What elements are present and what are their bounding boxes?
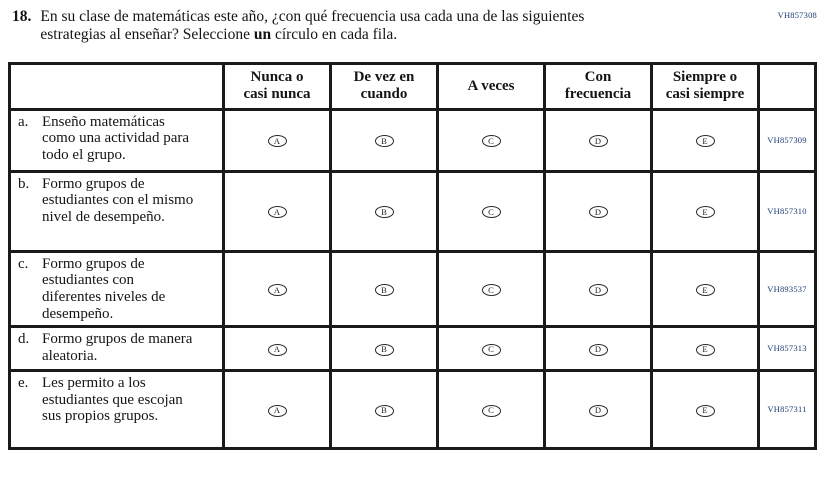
option-cell: B xyxy=(329,107,439,173)
column-header-de-vez-en-cuando: De vez en cuando xyxy=(329,61,439,111)
option-bubble-d[interactable]: D xyxy=(588,404,608,417)
option-cell: B xyxy=(329,249,439,328)
option-cell: D xyxy=(543,169,653,253)
stem-header-cell xyxy=(8,61,225,111)
row-letter: a. xyxy=(18,113,29,130)
option-bubble-d[interactable]: D xyxy=(588,283,608,296)
option-bubble-a[interactable]: A xyxy=(267,343,287,356)
option-cell: E xyxy=(650,169,760,253)
option-bubble-b[interactable]: B xyxy=(374,404,394,417)
option-bubble-b[interactable]: B xyxy=(374,283,394,296)
header-row: Nunca o casi nunca De vez en cuando A ve… xyxy=(8,61,817,111)
option-cell: E xyxy=(650,107,760,173)
row-statement: Formo grupos de manera aleatoria. xyxy=(42,330,193,364)
option-cell: D xyxy=(543,324,653,372)
table-row: d. Formo grupos de manera aleatoria. A B C… xyxy=(8,324,817,372)
table-row: e. Les permito a los estudiantes que esc… xyxy=(8,368,817,450)
row-code: VH857310 xyxy=(757,169,817,253)
table-header: Nunca o casi nunca De vez en cuando A ve… xyxy=(8,61,817,111)
page-accession-code: VH857308 xyxy=(777,10,817,20)
option-cell: A xyxy=(222,324,332,372)
option-cell: E xyxy=(650,324,760,372)
row-statement: Formo grupos de estudiantes con diferent… xyxy=(42,255,166,322)
statement-inner: a. Enseño matemáticas como una actividad… xyxy=(11,111,222,166)
question-bold-word: un xyxy=(253,26,272,44)
option-bubble-b[interactable]: B xyxy=(374,343,394,356)
option-bubble-c[interactable]: C xyxy=(481,283,501,296)
option-bubble-e[interactable]: E xyxy=(695,135,715,148)
question-text-part1: En su clase de matemáticas este año, ¿co… xyxy=(40,8,585,44)
option-bubble-e[interactable]: E xyxy=(695,404,715,417)
option-cell: D xyxy=(543,107,653,173)
question-number: 18. xyxy=(12,8,32,25)
statement-cell: d. Formo grupos de manera aleatoria. xyxy=(8,324,225,372)
option-cell: B xyxy=(329,368,439,450)
option-cell: C xyxy=(436,107,546,173)
question-block: 18. En su clase de matemáticas este año,… xyxy=(12,8,822,45)
option-bubble-e[interactable]: E xyxy=(695,283,715,296)
option-cell: C xyxy=(436,368,546,450)
questionnaire-page: { "page_code": "VH857308", "question": {… xyxy=(0,8,822,481)
row-statement: Les permito a los estudiantes que escoja… xyxy=(42,374,183,425)
option-bubble-a[interactable]: A xyxy=(267,404,287,417)
table-row: a. Enseño matemáticas como una actividad… xyxy=(8,107,817,173)
row-letter: c. xyxy=(18,255,29,272)
statement-cell: a. Enseño matemáticas como una actividad… xyxy=(8,107,225,173)
question-text: En su clase de matemáticas este año, ¿co… xyxy=(40,8,652,45)
row-statement: Enseño matemáticas como una actividad pa… xyxy=(42,113,190,164)
option-bubble-e[interactable]: E xyxy=(695,343,715,356)
statement-cell: b. Formo grupos de estudiantes con el mi… xyxy=(8,169,225,253)
statement-inner: c. Formo grupos de estudiantes con difer… xyxy=(11,253,222,325)
option-cell: E xyxy=(650,368,760,450)
row-code: VH893537 xyxy=(757,249,817,328)
option-cell: B xyxy=(329,324,439,372)
option-bubble-d[interactable]: D xyxy=(588,343,608,356)
option-bubble-c[interactable]: C xyxy=(481,206,501,219)
row-letter: b. xyxy=(18,175,30,192)
strategies-frequency-table: Nunca o casi nunca De vez en cuando A ve… xyxy=(8,61,817,450)
row-statement: Formo grupos de estudiantes con el mismo… xyxy=(42,175,194,226)
statement-cell: c. Formo grupos de estudiantes con difer… xyxy=(8,249,225,328)
option-cell: C xyxy=(436,169,546,253)
statement-inner: d. Formo grupos de manera aleatoria. xyxy=(11,328,222,367)
option-cell: B xyxy=(329,169,439,253)
column-header-siempre: Siempre o casi siempre xyxy=(650,61,760,111)
column-header-nunca: Nunca o casi nunca xyxy=(222,61,332,111)
code-header-cell xyxy=(757,61,817,111)
option-bubble-b[interactable]: B xyxy=(374,206,394,219)
option-cell: C xyxy=(436,324,546,372)
option-bubble-e[interactable]: E xyxy=(695,206,715,219)
option-cell: A xyxy=(222,249,332,328)
row-code: VH857313 xyxy=(757,324,817,372)
option-cell: A xyxy=(222,368,332,450)
option-cell: D xyxy=(543,249,653,328)
column-header-con-frecuencia: Con frecuencia xyxy=(543,61,653,111)
row-code: VH857311 xyxy=(757,368,817,450)
table-row: c. Formo grupos de estudiantes con difer… xyxy=(8,249,817,328)
option-cell: A xyxy=(222,107,332,173)
option-bubble-d[interactable]: D xyxy=(588,135,608,148)
option-bubble-a[interactable]: A xyxy=(267,135,287,148)
option-cell: D xyxy=(543,368,653,450)
statement-cell: e. Les permito a los estudiantes que esc… xyxy=(8,368,225,450)
option-cell: E xyxy=(650,249,760,328)
option-bubble-c[interactable]: C xyxy=(481,404,501,417)
row-letter: d. xyxy=(18,330,30,347)
statement-inner: e. Les permito a los estudiantes que esc… xyxy=(11,372,222,427)
table-body: a. Enseño matemáticas como una actividad… xyxy=(8,107,817,450)
table-row: b. Formo grupos de estudiantes con el mi… xyxy=(8,169,817,253)
statement-inner: b. Formo grupos de estudiantes con el mi… xyxy=(11,173,222,228)
option-bubble-b[interactable]: B xyxy=(374,135,394,148)
question-text-part2: círculo en cada fila. xyxy=(271,26,398,44)
option-bubble-d[interactable]: D xyxy=(588,206,608,219)
option-bubble-a[interactable]: A xyxy=(267,283,287,296)
column-header-a-veces: A veces xyxy=(436,61,546,111)
option-bubble-c[interactable]: C xyxy=(481,343,501,356)
option-cell: A xyxy=(222,169,332,253)
row-letter: e. xyxy=(18,374,29,391)
option-bubble-a[interactable]: A xyxy=(267,206,287,219)
option-cell: C xyxy=(436,249,546,328)
row-code: VH857309 xyxy=(757,107,817,173)
option-bubble-c[interactable]: C xyxy=(481,135,501,148)
